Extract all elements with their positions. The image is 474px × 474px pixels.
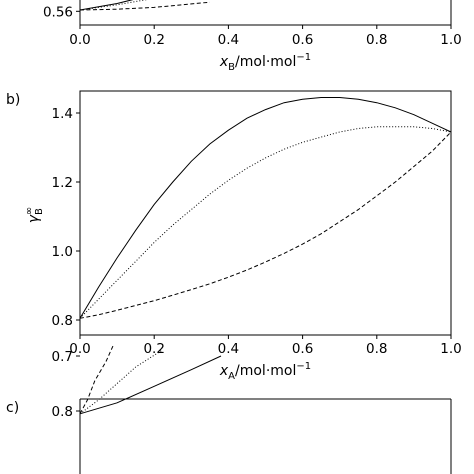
panel-a-xtick-label: 0.0 <box>69 32 90 48</box>
panel-a-series-group <box>79 0 210 11</box>
panel-a-xtick-label: 0.2 <box>143 32 164 48</box>
panel-b-xtick-label: 0.4 <box>218 341 239 357</box>
panel-a-series-solid-line <box>79 0 134 11</box>
panel-b-ytick-label: 1.2 <box>52 175 73 191</box>
panel-b-frame <box>79 90 452 336</box>
panel-c-ytick-group: 0.8 0.7 <box>52 349 80 420</box>
panel-c-series-solid-line <box>79 355 222 415</box>
panel-b-ytick-label: 1.4 <box>52 106 73 122</box>
panel-c-letter: c) <box>6 400 19 416</box>
panel-a-ytick-label: 0.56 <box>43 4 73 20</box>
panel-b-series-solid-line <box>79 97 452 319</box>
panel-b-xtick-label: 0.8 <box>366 341 387 357</box>
panel-c-ytick-label: 0.7 <box>52 349 73 365</box>
panel-a-xtick-label: 0.6 <box>292 32 313 48</box>
panel-b-ytick-label: 0.8 <box>52 313 73 329</box>
panel-c-series-group <box>79 344 222 415</box>
panel-b-series-group <box>79 97 452 319</box>
panel-b-series-dashed-line <box>79 131 452 319</box>
panel-a-xtick-label: 1.0 <box>440 32 461 48</box>
panel-b-xtick-label: 1.0 <box>440 341 461 357</box>
panel-a-ytick-group: 0.56 <box>43 4 80 20</box>
panel-b-xtick-label: 0.2 <box>143 341 164 357</box>
panel-b-xtick-label: 0.0 <box>69 341 90 357</box>
panel-a-xtick-group: 0.0 0.2 0.4 0.6 0.8 1.0 <box>69 25 462 48</box>
panel-b-series-dotted-line <box>79 126 452 319</box>
panel-c-ytick-label: 0.8 <box>52 404 73 420</box>
panel-b-xtick-group: 0.0 0.2 0.4 0.6 0.8 1.0 <box>69 335 462 357</box>
panel-b-ytick-label: 1.0 <box>52 244 73 260</box>
panel-b-xtick-label: 0.6 <box>292 341 313 357</box>
panel-b-letter: b) <box>6 92 20 108</box>
panel-b: 0.8 1.0 1.2 1.4 0.0 0.2 0.4 0.6 0.8 1.0 xA/mol·m… <box>24 90 462 382</box>
panel-a-xlabel: xB/mol·mol−1 <box>219 52 311 73</box>
panel-a-xtick-label: 0.8 <box>366 32 387 48</box>
panel-c-series-dashed-line <box>79 344 114 415</box>
panel-c-series-dotted-line <box>79 350 162 415</box>
panel-b-ylabel: γB∞ <box>24 207 45 224</box>
panel-a-xtick-label: 0.4 <box>218 32 239 48</box>
panel-a-series-dashed-line <box>79 1 210 11</box>
panel-c: 0.8 0.7 <box>52 344 452 474</box>
panel-a: 0.56 0.0 0.2 0.4 0.6 0.8 1.0 xB/mol·mol−1 <box>43 0 462 73</box>
panel-a-series-dotted-line <box>79 0 148 11</box>
panel-b-ytick-group: 0.8 1.0 1.2 1.4 <box>52 106 80 329</box>
panel-b-xlabel: xA/mol·mol−1 <box>219 361 311 382</box>
